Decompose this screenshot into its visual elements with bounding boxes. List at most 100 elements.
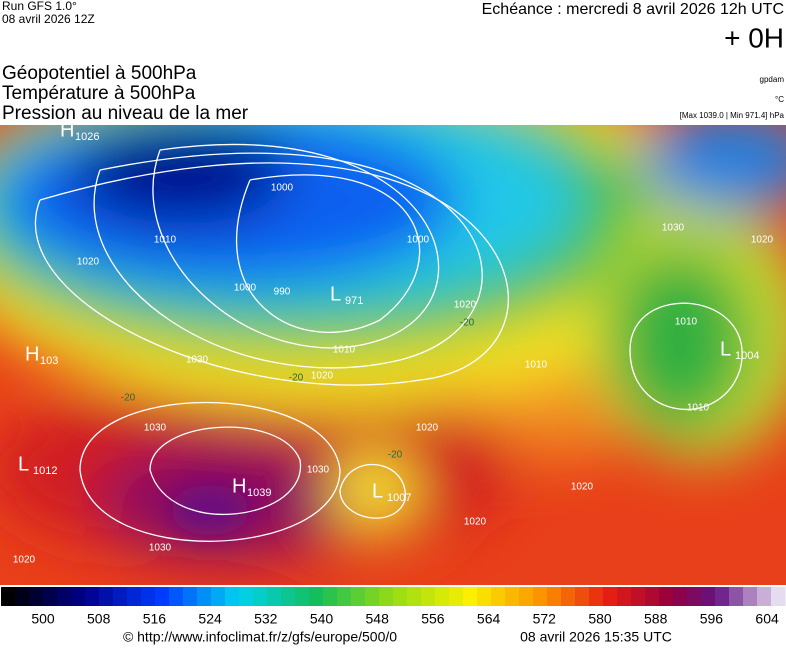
colorbar-swatch — [379, 587, 394, 606]
isobar-label: 1030 — [307, 465, 330, 476]
colorbar-swatch — [463, 587, 478, 606]
center-value: 1007 — [387, 492, 411, 504]
colorbar-swatch — [771, 587, 786, 606]
colorbar-swatch — [1, 587, 16, 606]
colorbar-label: 524 — [198, 611, 222, 627]
isobar-label: 1020 — [454, 300, 477, 311]
colorbar-swatch — [631, 587, 646, 606]
isobar-label: 1030 — [662, 223, 685, 234]
colorbar-swatch — [407, 587, 422, 606]
title: Géopotentiel à 500hPa — [2, 63, 197, 84]
colorbar-label: 540 — [310, 611, 334, 627]
isotherm-label: -20 — [289, 373, 304, 384]
colorbar-swatch — [239, 587, 254, 606]
center-letter: L — [330, 283, 341, 305]
center-letter: L — [18, 453, 29, 475]
center-value: 1039 — [247, 487, 271, 499]
isobar-label: 1020 — [464, 517, 487, 528]
colorbar-swatch — [505, 587, 520, 606]
colorbar-swatch — [43, 587, 58, 606]
colorbar-swatch — [659, 587, 674, 606]
colorbar-swatch — [365, 587, 380, 606]
run: Run GFS 1.0° — [2, 0, 77, 13]
colorbar-swatch — [211, 587, 226, 606]
colorbar-swatch — [225, 587, 240, 606]
colorbar-swatch — [757, 587, 772, 606]
colorbar-swatch — [267, 587, 282, 606]
colorbar-swatch — [113, 587, 128, 606]
colorbar-swatch — [435, 587, 450, 606]
colorbar-swatch — [561, 587, 576, 606]
offset: + 0H — [724, 22, 784, 53]
isobar-label: 1000 — [234, 283, 257, 294]
colorbar-label: 556 — [421, 611, 445, 627]
colorbar-swatch — [687, 587, 702, 606]
colorbar-swatch — [673, 587, 688, 606]
colorbar-label: 580 — [588, 611, 612, 627]
colorbar-swatch — [589, 587, 604, 606]
colorbar-label: 564 — [477, 611, 501, 627]
isobar-label: 990 — [274, 287, 291, 298]
isobar-label: 1000 — [407, 235, 430, 246]
isotherm-label: -20 — [460, 318, 475, 329]
range: [Max 1039.0 | Min 971.4] hPa — [680, 111, 785, 120]
isobar-label: 1020 — [77, 257, 100, 268]
center-letter: L — [720, 338, 731, 360]
colorbar-label: 508 — [87, 611, 111, 627]
colorbar-swatch — [701, 587, 716, 606]
isobar-label: 1030 — [186, 355, 209, 366]
colorbar-label: 516 — [143, 611, 167, 627]
colorbar-swatch — [57, 587, 72, 606]
colorbar-label: 532 — [254, 611, 278, 627]
isobar-label: 1020 — [571, 482, 594, 493]
colorbar: 500 508 516 524 532 540 548 556 564 572 580 588 596 6… — [1, 587, 786, 627]
colorbar-swatch — [491, 587, 506, 606]
colorbar-swatch — [729, 587, 744, 606]
center-letter: H — [60, 119, 74, 141]
colorbar-label: 548 — [366, 611, 390, 627]
colorbar-swatch — [449, 587, 464, 606]
colorbar-label: 572 — [533, 611, 557, 627]
colorbar-swatch — [127, 587, 142, 606]
colorbar-swatch — [309, 587, 324, 606]
colorbar-swatch — [393, 587, 408, 606]
colorbar-swatch — [575, 587, 590, 606]
colorbar-swatch — [155, 587, 170, 606]
colorbar-swatch — [71, 587, 86, 606]
center-value: 1012 — [33, 465, 57, 477]
colorbar-swatch — [645, 587, 660, 606]
colorbar-swatch — [617, 587, 632, 606]
isobar-label: 1010 — [525, 360, 548, 371]
colorbar-swatch — [533, 587, 548, 606]
colorbar-swatch — [29, 587, 44, 606]
footer-time: 08 avril 2026 15:35 UTC — [520, 629, 672, 645]
isobar-label: 1010 — [333, 345, 356, 356]
colorbar-swatch — [85, 587, 100, 606]
isotherm-label: -20 — [121, 393, 136, 404]
colorbar-swatch — [323, 587, 338, 606]
isobar-label: 1000 — [271, 183, 294, 194]
isobar-label: 1020 — [751, 235, 774, 246]
center-value: 1004 — [735, 350, 759, 362]
colorbar-swatch — [295, 587, 310, 606]
colorbar-swatch — [183, 587, 198, 606]
colorbar-swatch — [351, 587, 366, 606]
title: Température à 500hPa — [2, 83, 196, 104]
center-value: 971 — [345, 295, 363, 307]
isobar-label: 1010 — [687, 403, 710, 414]
colorbar-swatch — [337, 587, 352, 606]
unit: gpdam — [760, 75, 785, 84]
colorbar-label: 500 — [31, 611, 55, 627]
colorbar-label: 596 — [700, 611, 724, 627]
title: Pression au niveau de la mer — [2, 103, 249, 124]
isobar-label: 1030 — [149, 543, 172, 554]
colorbar-swatch — [603, 587, 618, 606]
unit: °C — [775, 95, 784, 104]
center-value: 1026 — [75, 131, 99, 143]
colorbar-swatch — [743, 587, 758, 606]
colorbar-swatch — [141, 587, 156, 606]
colorbar-swatch — [197, 587, 212, 606]
footer-url: © http://www.infoclimat.fr/z/gfs/europe/… — [123, 629, 397, 645]
